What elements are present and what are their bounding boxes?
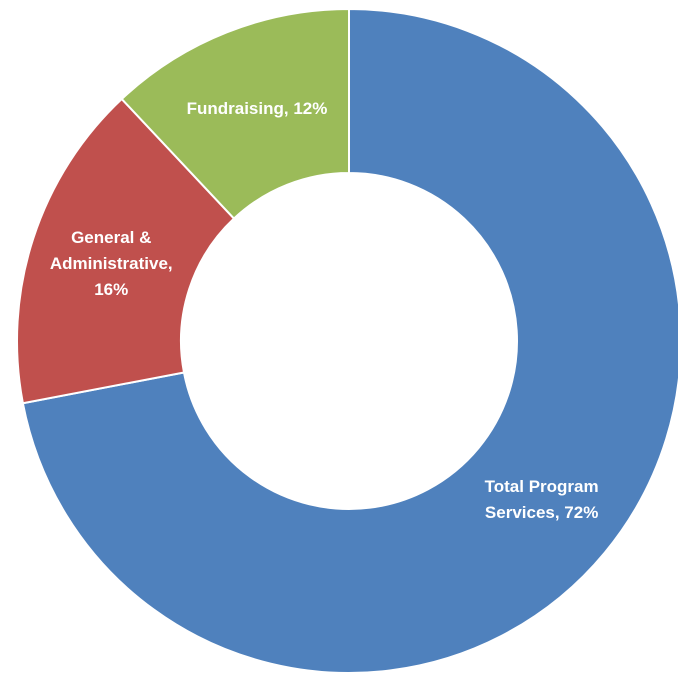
- data-label: General & Administrative, 16%: [49, 227, 173, 299]
- data-label: Total Program Services, 72%: [484, 477, 599, 523]
- donut-slice: [120, 7, 350, 220]
- data-label: Fundraising, 12%: [186, 98, 328, 118]
- donut-slice: [21, 7, 678, 674]
- donut-slice: [16, 97, 236, 405]
